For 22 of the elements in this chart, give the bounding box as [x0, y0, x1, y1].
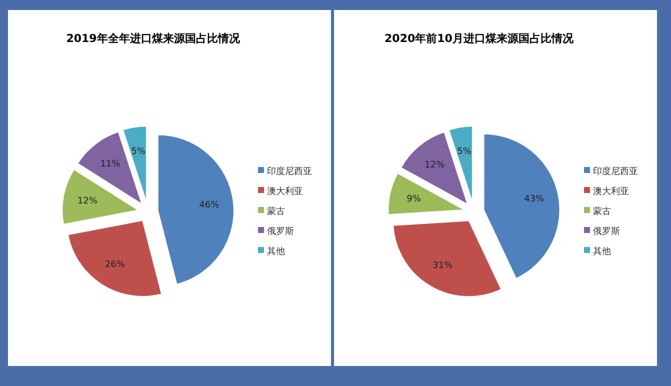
data-label: 12%: [77, 196, 98, 206]
legend-label: 澳大利亚: [593, 186, 629, 197]
data-label: 46%: [199, 200, 220, 210]
data-label: 31%: [432, 261, 454, 272]
legend-label: 俄罗斯: [267, 226, 294, 237]
data-label: 5%: [131, 147, 146, 158]
legend-label: 俄罗斯: [593, 226, 620, 237]
data-label: 43%: [524, 194, 545, 205]
data-label: 11%: [100, 159, 121, 170]
chart-title: 2020年前10月进口煤来源国占比情况: [384, 32, 574, 45]
legend-label: 印度尼西亚: [593, 166, 638, 177]
data-label: 12%: [424, 160, 446, 170]
legend-label: 其他: [593, 246, 611, 257]
data-label: 26%: [104, 260, 126, 270]
legend-label: 印度尼西亚: [267, 166, 312, 177]
legend-label: 蒙古: [267, 206, 285, 217]
legend-label: 蒙古: [593, 206, 611, 217]
data-label: 5%: [457, 147, 472, 158]
data-label: 9%: [406, 194, 422, 205]
legend-label: 澳大利亚: [267, 186, 303, 197]
legend-label: 其他: [267, 246, 285, 257]
chart-title: 2019年全年进口煤来源国占比情况: [66, 32, 241, 45]
